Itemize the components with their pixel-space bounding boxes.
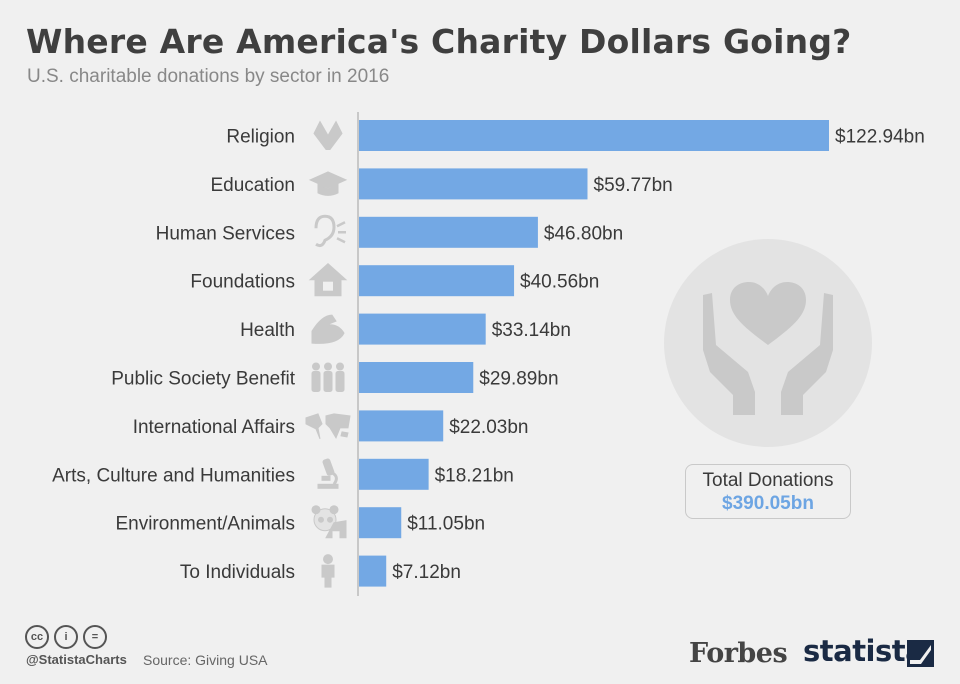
value-label: $46.80bn (544, 223, 623, 244)
heart-icon (730, 282, 806, 345)
category-label: Environment/Animals (115, 514, 295, 535)
category-label: Human Services (156, 223, 295, 244)
bar (359, 265, 515, 297)
statista-logo-text: statista (803, 634, 925, 668)
category-label: Public Society Benefit (111, 369, 295, 390)
category-label: International Affairs (133, 417, 295, 438)
category-label: Foundations (190, 272, 295, 293)
no-derivatives-icon: = (83, 625, 107, 649)
panda-icon (311, 505, 347, 539)
hands-heart-illustration (664, 239, 872, 447)
value-label: $7.12bn (392, 562, 461, 583)
value-label: $40.56bn (520, 272, 599, 293)
bar (359, 216, 538, 248)
attribution-icon: i (54, 625, 78, 649)
left-hand-icon (703, 293, 755, 415)
license-icons: cc i = (25, 625, 107, 649)
bar (359, 507, 402, 539)
value-label: $11.05bn (407, 514, 485, 535)
chart-title: Where Are America's Charity Dollars Goin… (26, 22, 852, 61)
creative-commons-icon: cc (25, 625, 49, 649)
statista-handle: @StatistaCharts (26, 652, 127, 667)
value-label: $122.94bn (835, 127, 925, 148)
praying-hands-icon (313, 120, 343, 150)
statista-logo-icon (907, 640, 934, 667)
person-icon (321, 554, 335, 588)
source-text: Source: Giving USA (143, 652, 268, 668)
bar (359, 410, 444, 442)
value-label: $29.89bn (479, 369, 558, 390)
category-label: Arts, Culture and Humanities (52, 465, 295, 486)
chart-subtitle: U.S. charitable donations by sector in 2… (27, 66, 390, 87)
flexed-arm-icon (311, 314, 345, 344)
right-hand-icon (781, 293, 833, 415)
category-label: Religion (226, 127, 295, 148)
ear-icon (314, 214, 346, 248)
category-label: Health (240, 320, 295, 341)
graduation-cap-icon (308, 171, 348, 196)
total-label: Total Donations (702, 470, 834, 491)
bar (359, 458, 429, 490)
microscope-icon (317, 458, 339, 489)
people-group-icon (311, 362, 345, 392)
category-label: To Individuals (180, 562, 295, 583)
bar (359, 120, 829, 151)
bar (359, 168, 588, 200)
value-label: $59.77bn (594, 175, 673, 196)
house-icon (308, 263, 348, 297)
bar (359, 313, 486, 345)
bar (359, 362, 474, 393)
value-label: $33.14bn (492, 320, 571, 341)
value-label: $22.03bn (449, 417, 528, 438)
forbes-logo: Forbes (689, 638, 788, 669)
value-label: $18.21bn (435, 465, 514, 486)
total-donations-box: Total Donations $390.05bn (685, 464, 851, 519)
total-value: $390.05bn (722, 493, 814, 514)
world-map-icon (305, 413, 351, 440)
bar (359, 555, 387, 587)
category-label: Education (210, 175, 295, 196)
